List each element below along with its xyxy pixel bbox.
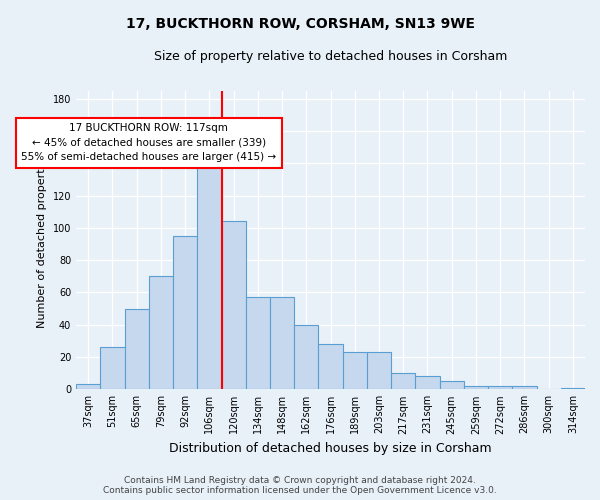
Bar <box>294 324 319 390</box>
Bar <box>512 386 536 390</box>
Bar <box>246 298 270 390</box>
Bar <box>221 222 246 390</box>
Bar <box>270 298 294 390</box>
Bar <box>488 386 512 390</box>
Bar <box>561 388 585 390</box>
Bar <box>149 276 173 390</box>
Bar <box>173 236 197 390</box>
Bar <box>367 352 391 390</box>
Bar <box>464 386 488 390</box>
X-axis label: Distribution of detached houses by size in Corsham: Distribution of detached houses by size … <box>169 442 492 455</box>
Bar <box>125 308 149 390</box>
Text: Contains HM Land Registry data © Crown copyright and database right 2024.
Contai: Contains HM Land Registry data © Crown c… <box>103 476 497 495</box>
Bar <box>197 155 221 390</box>
Bar <box>319 344 343 390</box>
Text: 17 BUCKTHORN ROW: 117sqm
← 45% of detached houses are smaller (339)
55% of semi-: 17 BUCKTHORN ROW: 117sqm ← 45% of detach… <box>21 123 277 162</box>
Bar <box>391 373 415 390</box>
Bar <box>343 352 367 390</box>
Bar <box>76 384 100 390</box>
Title: Size of property relative to detached houses in Corsham: Size of property relative to detached ho… <box>154 50 507 63</box>
Bar <box>415 376 440 390</box>
Text: 17, BUCKTHORN ROW, CORSHAM, SN13 9WE: 17, BUCKTHORN ROW, CORSHAM, SN13 9WE <box>125 18 475 32</box>
Bar <box>440 381 464 390</box>
Y-axis label: Number of detached properties: Number of detached properties <box>37 152 47 328</box>
Bar <box>100 348 125 390</box>
